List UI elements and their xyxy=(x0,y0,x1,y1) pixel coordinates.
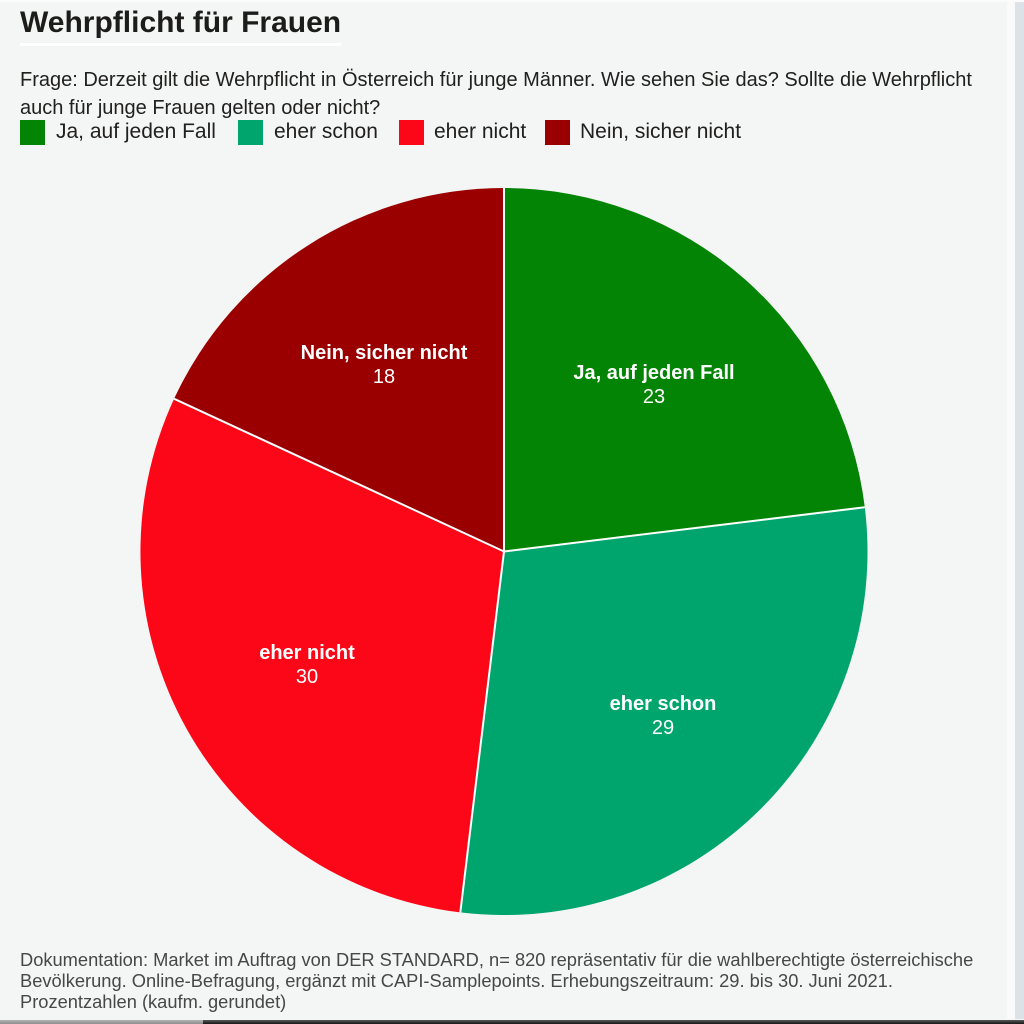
svg-text:Nein, sicher nicht: Nein, sicher nicht xyxy=(301,342,468,364)
svg-text:eher schon: eher schon xyxy=(610,693,717,715)
svg-text:30: 30 xyxy=(296,666,318,688)
svg-text:Ja, auf jeden Fall: Ja, auf jeden Fall xyxy=(573,362,734,384)
svg-text:29: 29 xyxy=(652,717,674,739)
svg-text:23: 23 xyxy=(643,386,665,408)
svg-text:18: 18 xyxy=(373,366,395,388)
svg-text:eher nicht: eher nicht xyxy=(259,642,355,664)
